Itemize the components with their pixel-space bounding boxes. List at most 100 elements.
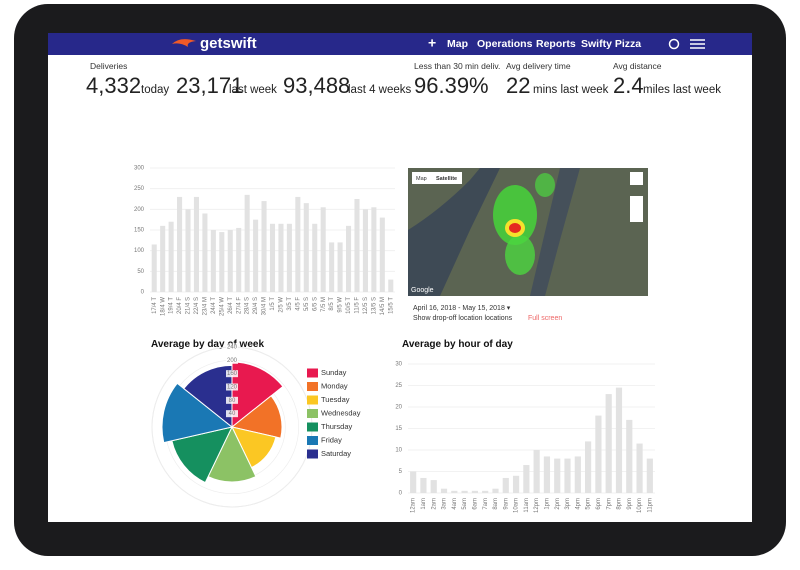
r-tick-label: 200 bbox=[227, 358, 238, 364]
x-tick-label: 11pm bbox=[647, 498, 653, 513]
bar bbox=[185, 209, 191, 292]
date-range[interactable]: April 16, 2018 - May 15, 2018 ▾ bbox=[413, 305, 511, 312]
r-tick-label: 40 bbox=[229, 411, 236, 417]
x-tick-label: 21/4 S bbox=[186, 297, 192, 314]
brand[interactable]: getswift bbox=[200, 35, 257, 52]
bar bbox=[646, 458, 653, 493]
bar bbox=[329, 242, 335, 292]
settings-icon[interactable] bbox=[668, 38, 680, 50]
x-tick-label: 9am bbox=[503, 498, 509, 510]
map-toggle[interactable]: Show drop-off location locations bbox=[413, 315, 513, 322]
logo-icon bbox=[172, 39, 196, 47]
stat-unit: last 4 weeks bbox=[348, 84, 412, 96]
y-tick-label: 150 bbox=[134, 228, 145, 234]
x-tick-label: 17/4 T bbox=[152, 297, 158, 314]
kpi-value: 2.4 bbox=[613, 73, 644, 98]
bar bbox=[253, 219, 259, 292]
bar bbox=[451, 490, 458, 493]
bar bbox=[626, 419, 633, 493]
x-tick-label: 1/5 T bbox=[270, 297, 276, 311]
nav-link[interactable]: Operations bbox=[477, 38, 533, 50]
y-tick-label: 25 bbox=[395, 383, 402, 389]
bar bbox=[278, 223, 284, 292]
r-tick-bg bbox=[226, 410, 238, 418]
x-tick-label: 2pm bbox=[555, 498, 561, 510]
map[interactable]: Map Satellite Google bbox=[408, 168, 648, 296]
x-tick-label: 15/5 T bbox=[388, 297, 394, 314]
r-tick-label: 240 bbox=[227, 345, 238, 351]
x-tick-label: 4am bbox=[452, 498, 458, 510]
stat-value: 93,488 bbox=[283, 73, 350, 98]
nav-link[interactable]: Swifty Pizza bbox=[581, 38, 641, 50]
x-tick-label: 14/5 M bbox=[380, 297, 386, 315]
x-tick-label: 24/4 T bbox=[211, 297, 217, 314]
legend-swatch bbox=[307, 436, 318, 445]
fullscreen-link[interactable]: Full screen bbox=[528, 315, 562, 322]
x-tick-label: 1pm bbox=[545, 498, 551, 510]
x-tick-label: 9pm bbox=[627, 498, 633, 510]
kpi-value: 22 bbox=[506, 73, 530, 98]
bar bbox=[492, 488, 499, 493]
r-tick-label: 120 bbox=[227, 385, 238, 391]
polar-slice bbox=[171, 426, 233, 484]
bar bbox=[410, 471, 417, 493]
x-tick-label: 23/4 M bbox=[202, 297, 208, 315]
bar bbox=[430, 480, 437, 493]
bar bbox=[379, 217, 385, 292]
bar bbox=[605, 394, 612, 493]
map-tab[interactable]: Map bbox=[416, 176, 427, 182]
x-tick-label: 6/5 S bbox=[312, 297, 318, 311]
x-tick-label: 19/4 T bbox=[169, 297, 175, 314]
y-tick-label: 50 bbox=[137, 269, 144, 275]
x-tick-label: 10/5 T bbox=[346, 297, 352, 314]
x-tick-label: 2/5 W bbox=[279, 297, 285, 313]
legend-swatch bbox=[307, 449, 318, 459]
bar bbox=[269, 223, 276, 292]
x-tick-label: 7am bbox=[483, 498, 489, 510]
legend-swatch bbox=[307, 422, 318, 432]
x-tick-label: 9/5 W bbox=[338, 297, 344, 313]
bar bbox=[210, 230, 216, 292]
bar bbox=[151, 244, 157, 292]
bar bbox=[160, 225, 166, 292]
stat-value: 4,332 bbox=[86, 73, 141, 98]
x-tick-label: 12am bbox=[411, 498, 417, 513]
x-tick-label: 6pm bbox=[596, 498, 602, 510]
x-tick-label: 5am bbox=[462, 498, 468, 510]
r-tick-bg bbox=[226, 396, 238, 404]
nav-link[interactable]: Map bbox=[447, 38, 468, 50]
bar bbox=[482, 490, 489, 493]
bar bbox=[227, 230, 233, 292]
kpi-label: Avg delivery time bbox=[506, 61, 571, 71]
nav-link[interactable]: Reports bbox=[536, 38, 576, 50]
y-tick-label: 100 bbox=[134, 248, 145, 254]
x-tick-label: 29/4 S bbox=[253, 297, 259, 314]
r-tick-label: 160 bbox=[227, 371, 238, 377]
x-tick-label: 8am bbox=[493, 498, 499, 510]
bar bbox=[202, 213, 208, 292]
bar bbox=[523, 465, 530, 493]
x-tick-label: 4pm bbox=[575, 498, 581, 510]
bar bbox=[574, 456, 581, 493]
x-tick-label: 28/4 S bbox=[245, 297, 251, 314]
add-button[interactable]: + bbox=[428, 35, 436, 51]
legend-swatch bbox=[307, 382, 318, 391]
stat-label: Deliveries bbox=[90, 61, 127, 71]
map-brand: Google bbox=[411, 287, 434, 294]
menu-icon[interactable] bbox=[690, 39, 705, 49]
legend-label: Sunday bbox=[321, 368, 347, 377]
bar bbox=[312, 223, 318, 292]
bar bbox=[168, 221, 174, 292]
kpi-value: 96.39% bbox=[414, 73, 489, 98]
bar bbox=[461, 490, 468, 493]
x-tick-label: 12/5 S bbox=[363, 297, 369, 314]
chart-title: Average by hour of day bbox=[402, 339, 513, 350]
kpi-label: Avg distance bbox=[613, 61, 662, 71]
bar bbox=[346, 225, 352, 292]
x-tick-label: 18/4 W bbox=[160, 297, 166, 316]
x-tick-label: 7pm bbox=[606, 498, 612, 510]
stat-unit: today bbox=[141, 84, 169, 96]
bar bbox=[371, 207, 377, 292]
map-tab[interactable]: Satellite bbox=[436, 176, 457, 182]
